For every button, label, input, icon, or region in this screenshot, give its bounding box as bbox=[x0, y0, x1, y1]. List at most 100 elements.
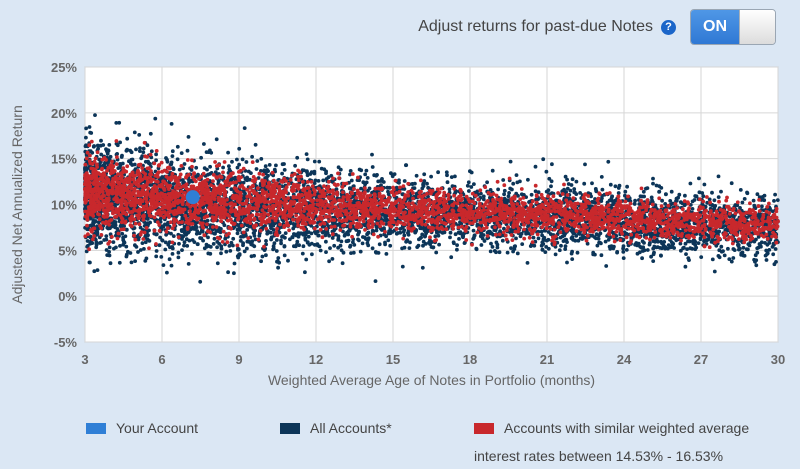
all-accounts-point bbox=[455, 247, 459, 252]
all-accounts-point bbox=[331, 221, 336, 226]
all-accounts-point bbox=[401, 230, 406, 234]
all-accounts-point bbox=[117, 120, 122, 125]
all-accounts-point bbox=[678, 200, 683, 205]
toggle-on-label[interactable]: ON bbox=[691, 10, 739, 44]
all-accounts-point bbox=[265, 231, 270, 236]
all-accounts-point bbox=[303, 236, 308, 241]
all-accounts-point bbox=[429, 174, 433, 179]
all-accounts-point bbox=[722, 253, 727, 258]
all-accounts-point bbox=[148, 220, 153, 225]
all-accounts-point bbox=[479, 243, 484, 247]
all-accounts-point bbox=[282, 253, 287, 258]
all-accounts-point bbox=[558, 235, 563, 240]
all-accounts-point bbox=[608, 246, 613, 251]
all-accounts-point bbox=[677, 192, 682, 197]
all-accounts-point bbox=[136, 250, 140, 254]
all-accounts-point bbox=[290, 235, 295, 239]
all-accounts-point bbox=[118, 165, 122, 170]
all-accounts-point bbox=[321, 178, 326, 183]
all-accounts-point bbox=[324, 177, 329, 181]
all-accounts-point bbox=[233, 176, 237, 181]
x-tick-label: 12 bbox=[309, 352, 323, 367]
all-accounts-point bbox=[138, 225, 143, 230]
all-accounts-point bbox=[647, 242, 652, 247]
all-accounts-point bbox=[453, 174, 457, 179]
all-accounts-point bbox=[697, 176, 701, 181]
all-accounts-point bbox=[302, 168, 306, 173]
all-accounts-point bbox=[120, 231, 125, 236]
all-accounts-point bbox=[212, 236, 217, 241]
all-accounts-point bbox=[275, 238, 279, 242]
all-accounts-point bbox=[88, 130, 93, 135]
all-accounts-point bbox=[332, 243, 337, 248]
all-accounts-point bbox=[451, 240, 456, 245]
past-due-toggle[interactable]: ON bbox=[690, 9, 776, 45]
all-accounts-point bbox=[466, 180, 471, 185]
all-accounts-point bbox=[469, 185, 474, 189]
all-accounts-point bbox=[570, 236, 574, 241]
all-accounts-point bbox=[404, 163, 409, 167]
all-accounts-point bbox=[515, 251, 520, 256]
all-accounts-point bbox=[169, 263, 174, 268]
all-accounts-point bbox=[153, 116, 158, 121]
help-icon[interactable]: ? bbox=[661, 19, 676, 35]
all-accounts-point bbox=[324, 250, 328, 255]
all-accounts-point bbox=[402, 233, 407, 238]
all-accounts-point bbox=[621, 244, 626, 249]
all-accounts-point bbox=[651, 259, 656, 263]
x-tick-label: 18 bbox=[463, 352, 477, 367]
all-accounts-point bbox=[229, 240, 234, 245]
all-accounts-point bbox=[407, 246, 412, 251]
all-accounts-point bbox=[303, 270, 307, 275]
all-accounts-point bbox=[157, 243, 162, 248]
all-accounts-point bbox=[351, 240, 355, 245]
all-accounts-point bbox=[721, 249, 725, 254]
all-accounts-point bbox=[481, 197, 486, 202]
all-accounts-point bbox=[252, 253, 256, 258]
all-accounts-point bbox=[683, 264, 688, 269]
all-accounts-point bbox=[465, 183, 470, 188]
all-accounts-point bbox=[364, 180, 369, 185]
adjust-returns-label: Adjust returns for past-due Notes bbox=[418, 18, 653, 35]
all-accounts-point bbox=[296, 234, 301, 239]
all-accounts-point bbox=[140, 154, 145, 159]
all-accounts-point bbox=[683, 241, 688, 246]
all-accounts-point bbox=[105, 253, 110, 257]
x-tick-label: 15 bbox=[386, 352, 400, 367]
all-accounts-point bbox=[421, 239, 426, 244]
all-accounts-point bbox=[142, 247, 146, 251]
all-accounts-point bbox=[402, 179, 407, 183]
all-accounts-point bbox=[762, 193, 767, 198]
all-accounts-point bbox=[381, 212, 386, 217]
all-accounts-point bbox=[349, 251, 353, 256]
all-accounts-point bbox=[194, 231, 199, 236]
all-accounts-point bbox=[177, 241, 181, 246]
all-accounts-point bbox=[212, 231, 217, 236]
all-accounts-point bbox=[252, 233, 257, 238]
all-accounts-point bbox=[351, 250, 356, 255]
all-accounts-point bbox=[701, 194, 706, 199]
all-accounts-point bbox=[615, 250, 619, 255]
all-accounts-point bbox=[623, 193, 627, 198]
all-accounts-point bbox=[546, 230, 551, 234]
all-accounts-point bbox=[716, 195, 721, 200]
all-accounts-point bbox=[514, 236, 518, 241]
all-accounts-point bbox=[84, 135, 88, 140]
all-accounts-point bbox=[336, 222, 341, 227]
all-accounts-point bbox=[546, 237, 551, 242]
all-accounts-point bbox=[514, 173, 519, 177]
all-accounts-point bbox=[526, 177, 530, 182]
all-accounts-point bbox=[772, 199, 776, 203]
x-tick-label: 9 bbox=[235, 352, 242, 367]
all-accounts-point bbox=[536, 190, 541, 195]
all-accounts-point bbox=[365, 231, 370, 236]
all-accounts-point bbox=[770, 209, 775, 214]
all-accounts-point bbox=[211, 242, 216, 246]
all-accounts-point bbox=[239, 235, 243, 239]
toggle-knob[interactable] bbox=[739, 10, 775, 44]
all-accounts-point bbox=[171, 234, 176, 239]
all-accounts-point bbox=[364, 168, 369, 173]
all-accounts-point bbox=[638, 194, 643, 199]
all-accounts-point bbox=[694, 245, 699, 250]
all-accounts-point bbox=[727, 257, 732, 261]
